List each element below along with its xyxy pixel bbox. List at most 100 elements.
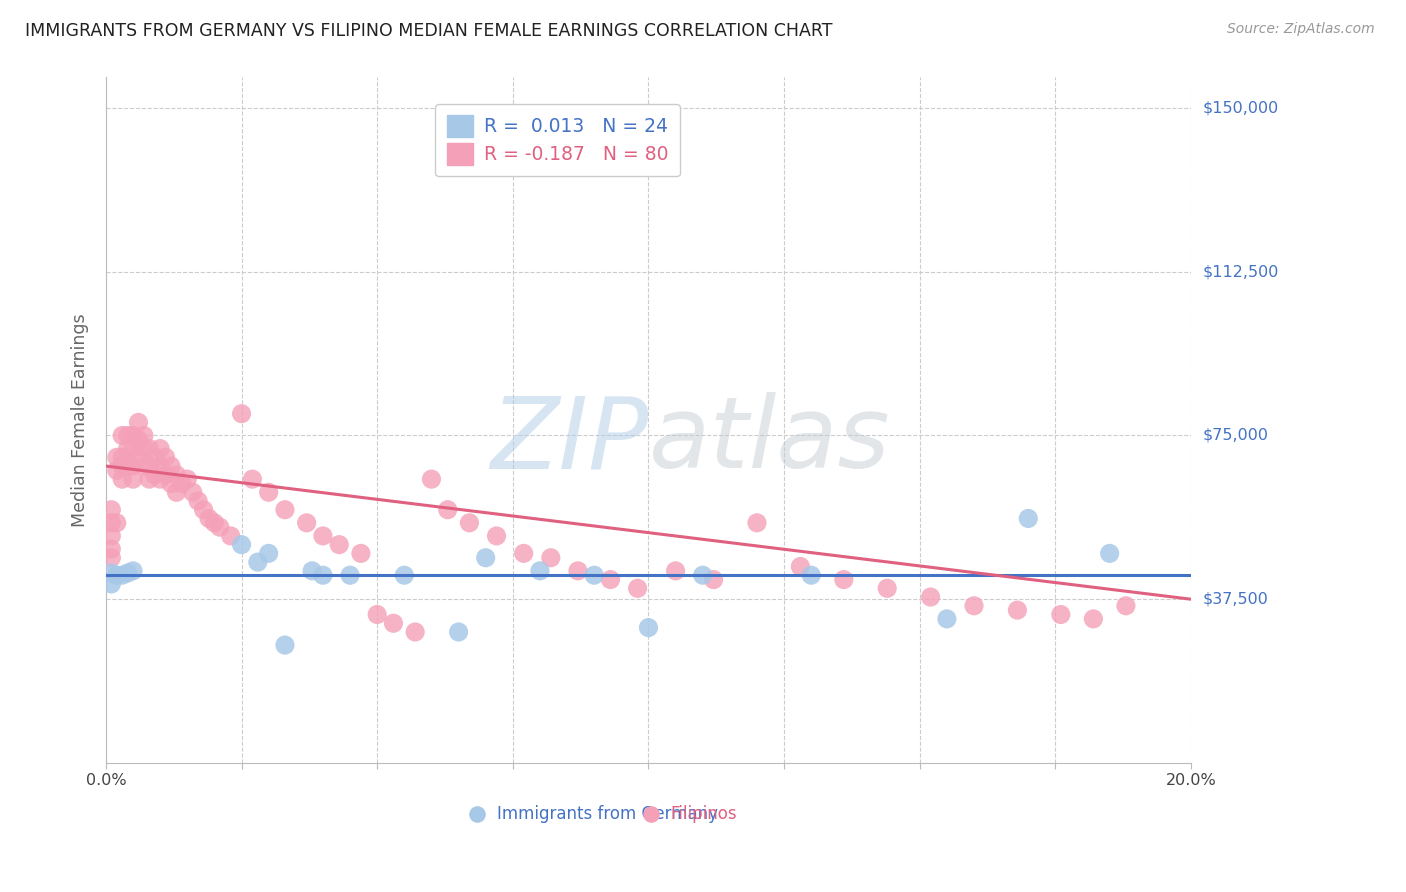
Point: [703, 573, 725, 587]
Point: [111, 428, 134, 442]
Point: [165, 485, 187, 500]
Point: [138, 442, 160, 456]
Point: [117, 442, 139, 456]
Point: [231, 538, 253, 552]
Text: Filipinos: Filipinos: [671, 805, 737, 823]
Point: [105, 516, 128, 530]
Text: atlas: atlas: [648, 392, 890, 490]
Point: [193, 502, 215, 516]
Point: [181, 485, 204, 500]
Point: [100, 529, 122, 543]
Point: [127, 433, 149, 447]
Text: IMMIGRANTS FROM GERMANY VS FILIPINO MEDIAN FEMALE EARNINGS CORRELATION CHART: IMMIGRANTS FROM GERMANY VS FILIPINO MEDI…: [25, 22, 832, 40]
Point: [447, 624, 470, 639]
Point: [149, 472, 172, 486]
Point: [745, 516, 768, 530]
Point: [274, 502, 297, 516]
Point: [312, 568, 335, 582]
Point: [149, 458, 172, 473]
Point: [404, 624, 426, 639]
Point: [100, 577, 122, 591]
Point: [567, 564, 589, 578]
Point: [170, 476, 193, 491]
Point: [963, 599, 986, 613]
Point: [920, 590, 942, 604]
Point: [198, 511, 221, 525]
Point: [105, 450, 128, 465]
Point: [117, 566, 139, 580]
Point: [100, 566, 122, 580]
Point: [138, 472, 160, 486]
Text: $75,000: $75,000: [1202, 428, 1268, 443]
Point: [366, 607, 388, 622]
Point: [1049, 607, 1071, 622]
Text: Immigrants from Germany: Immigrants from Germany: [496, 805, 717, 823]
Point: [176, 472, 198, 486]
Point: [599, 573, 621, 587]
Point: [512, 546, 534, 560]
Point: [295, 516, 318, 530]
Point: [155, 467, 177, 482]
Point: [160, 476, 183, 491]
Text: ZIP: ZIP: [491, 392, 648, 490]
Point: [832, 573, 855, 587]
Point: [100, 550, 122, 565]
Point: [458, 516, 481, 530]
Point: [789, 559, 811, 574]
Point: [274, 638, 297, 652]
Point: [540, 550, 562, 565]
Point: [100, 516, 122, 530]
Point: [122, 428, 145, 442]
Point: [301, 564, 323, 578]
Point: [204, 516, 226, 530]
Point: [394, 568, 416, 582]
Point: [100, 502, 122, 516]
Point: [339, 568, 361, 582]
Point: [1115, 599, 1137, 613]
Point: [122, 564, 145, 578]
Point: [583, 568, 606, 582]
Point: [100, 541, 122, 556]
Point: [328, 538, 350, 552]
Point: [117, 428, 139, 442]
Y-axis label: Median Female Earnings: Median Female Earnings: [72, 313, 89, 527]
Point: [626, 582, 648, 596]
Point: [474, 550, 496, 565]
Point: [117, 458, 139, 473]
Point: [257, 485, 280, 500]
Point: [132, 442, 155, 456]
Point: [127, 416, 149, 430]
Point: [143, 450, 166, 465]
Point: [485, 529, 508, 543]
Text: $112,500: $112,500: [1202, 264, 1278, 279]
Point: [105, 568, 128, 582]
Point: [219, 529, 242, 543]
Point: [382, 616, 405, 631]
Point: [143, 467, 166, 482]
Point: [665, 564, 688, 578]
Point: [149, 442, 172, 456]
Point: [111, 472, 134, 486]
Point: [1083, 612, 1105, 626]
Point: [111, 458, 134, 473]
Point: [350, 546, 373, 560]
Point: [105, 463, 128, 477]
Point: [420, 472, 443, 486]
Point: [246, 555, 269, 569]
Legend: R =  0.013   N = 24, R = -0.187   N = 80: R = 0.013 N = 24, R = -0.187 N = 80: [436, 104, 681, 177]
Text: $150,000: $150,000: [1202, 101, 1278, 115]
Point: [242, 472, 264, 486]
Point: [800, 568, 823, 582]
Point: [132, 458, 155, 473]
Point: [312, 529, 335, 543]
Point: [111, 450, 134, 465]
Text: Source: ZipAtlas.com: Source: ZipAtlas.com: [1227, 22, 1375, 37]
Point: [122, 458, 145, 473]
Point: [1007, 603, 1029, 617]
Point: [122, 472, 145, 486]
Point: [436, 502, 458, 516]
Point: [1017, 511, 1039, 525]
Point: [876, 582, 898, 596]
Point: [165, 467, 187, 482]
Text: $37,500: $37,500: [1202, 591, 1268, 607]
